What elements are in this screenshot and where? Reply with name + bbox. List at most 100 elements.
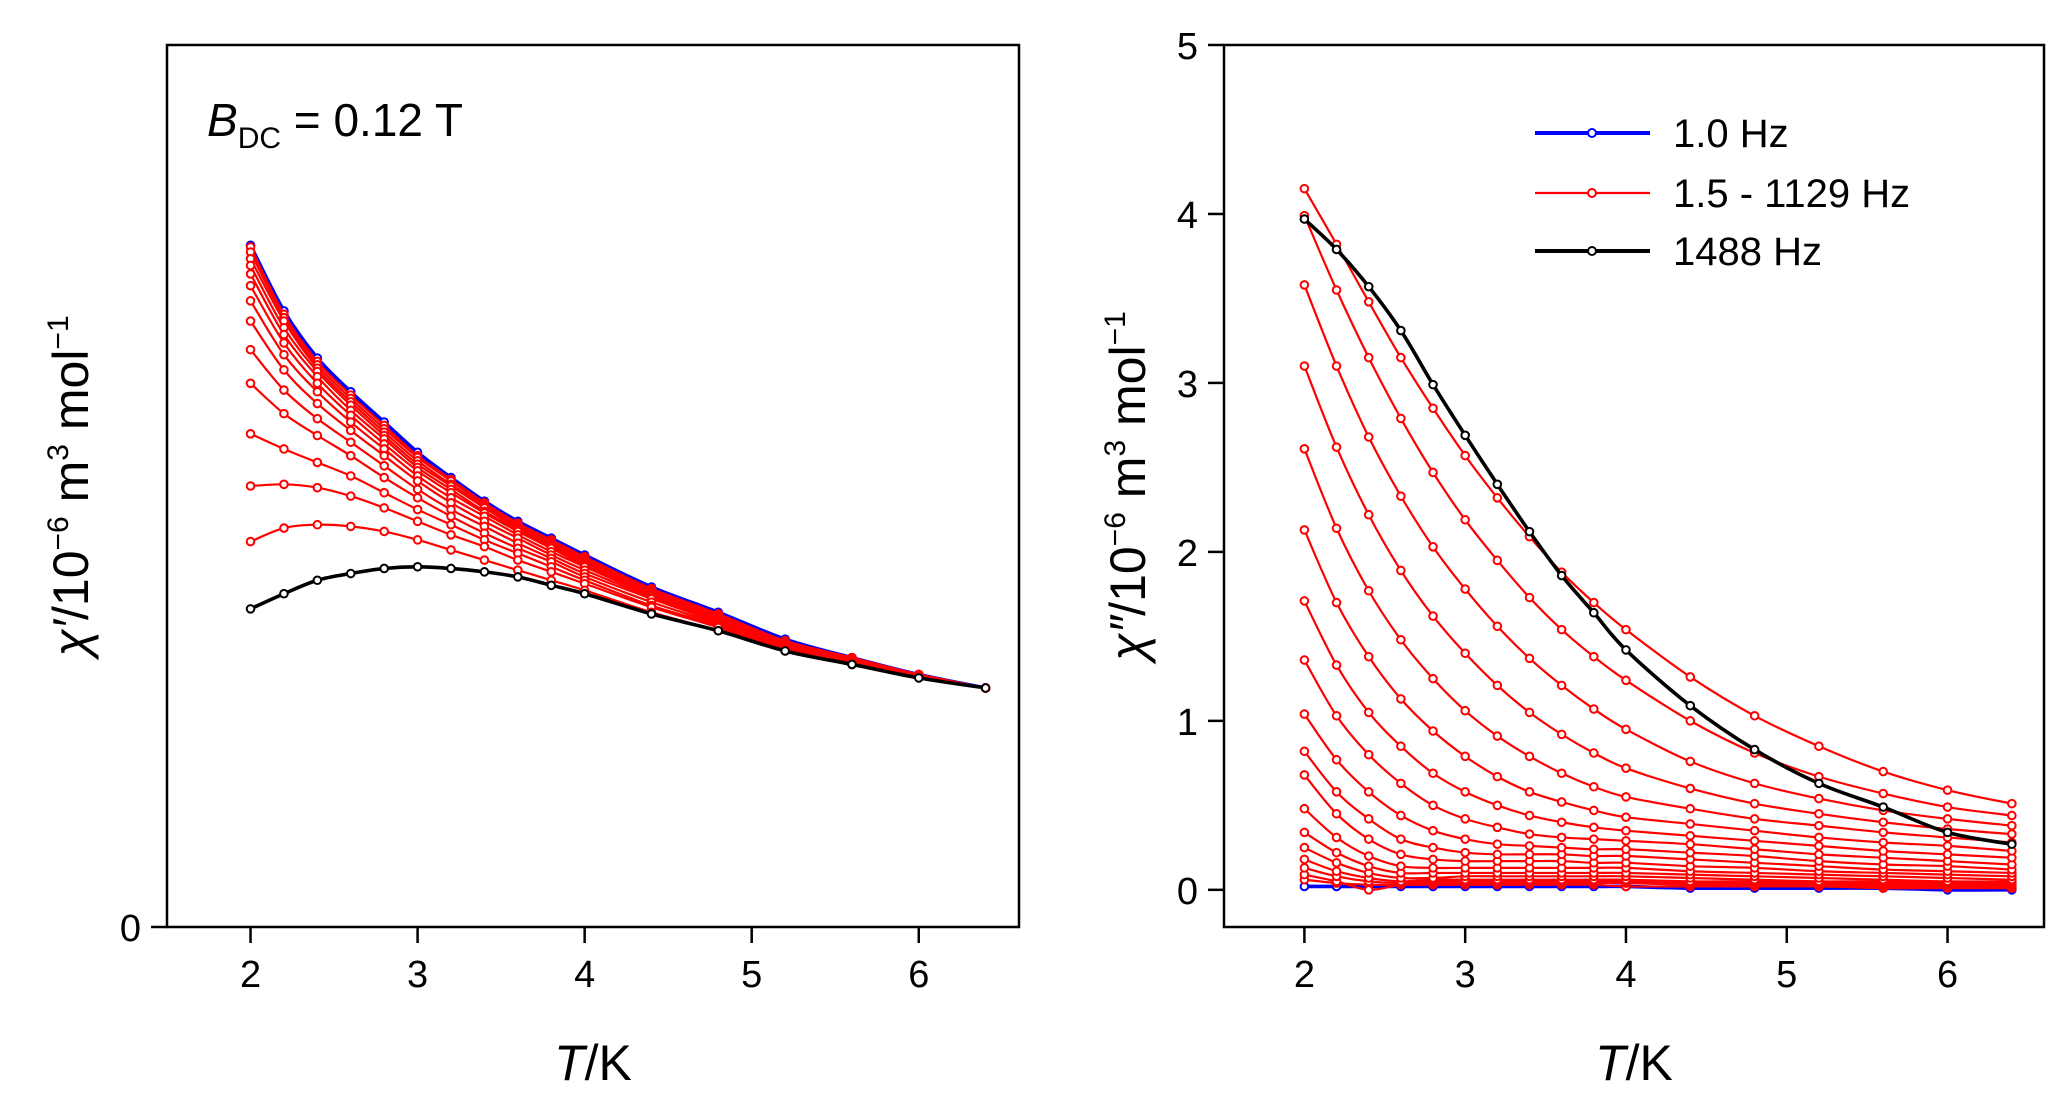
right-series-15-point-10	[1621, 763, 1631, 773]
right-series-line-11	[1303, 659, 2012, 866]
right-series-14-point-7	[1524, 751, 1535, 762]
right-series-18-point-12	[1749, 710, 1760, 721]
right-chart: 2 3 4 5 6 0 1 2 3 4 5 T/K χ″/10−6 m3 mol−1 1.0 Hz…	[1099, 26, 2046, 1091]
left-series-11-point-0	[245, 429, 256, 439]
right-series-8	[1299, 770, 2017, 882]
left-series-8	[245, 316, 991, 693]
left-series-line-2	[249, 251, 986, 690]
left-series-line-9	[249, 348, 986, 690]
left-series-8-point-5	[412, 476, 423, 486]
right-series-17-point-2	[1363, 352, 1374, 363]
right-series-17-point-1	[1331, 285, 1342, 295]
right-series-16-point-12	[1749, 778, 1760, 789]
left-series-10-point-0	[245, 378, 256, 389]
right-x-tick-label-3: 3	[1455, 954, 1476, 996]
right-series-12-point-9	[1589, 822, 1599, 833]
right-series-8-point-2	[1363, 834, 1374, 844]
left-series-10-point-4	[379, 472, 389, 483]
left-series-7-point-2	[312, 386, 323, 397]
right-series-13-point-8	[1556, 797, 1567, 807]
right-series-9-point-6	[1492, 849, 1503, 860]
right-series-line-14	[1303, 448, 2012, 844]
right-series-18-point-2	[1363, 297, 1374, 307]
right-series-line-6	[1303, 831, 2012, 883]
right-series-group	[1299, 183, 2017, 895]
right-series-10-point-11	[1685, 847, 1696, 858]
left-series-14-point-10	[579, 588, 590, 599]
left-series-13-point-5	[412, 535, 423, 545]
left-x-tick-label-2: 2	[240, 954, 261, 996]
left-series-14-point-7	[479, 567, 490, 577]
right-series-10-point-2	[1363, 787, 1374, 797]
right-x-tick-label-5: 5	[1776, 954, 1797, 996]
left-series-10-point-5	[412, 492, 423, 503]
right-series-19-point-1	[1331, 244, 1342, 255]
right-series-18-point-6	[1492, 493, 1503, 503]
right-series-19-point-7	[1524, 526, 1535, 537]
right-series-11-point-11	[1685, 839, 1696, 850]
right-series-16-point-4	[1428, 542, 1438, 552]
left-x-axis: 2 3 4 5 6	[240, 927, 929, 996]
right-series-7-point-4	[1428, 863, 1438, 873]
legend-label-1hz: 1.0 Hz	[1673, 112, 1789, 156]
right-y-tick-label-3: 3	[1177, 364, 1198, 406]
right-series-8-point-0	[1299, 770, 1310, 780]
right-series-9-point-4	[1428, 842, 1438, 853]
right-series-2-point-2	[1363, 885, 1374, 895]
right-series-9-point-5	[1460, 847, 1470, 858]
left-series-14-point-12	[713, 625, 724, 636]
right-series-16-point-2	[1363, 432, 1374, 442]
right-series-19-point-0	[1299, 214, 1310, 224]
right-series-4-point-1	[1331, 866, 1342, 877]
right-series-16-point-3	[1396, 491, 1406, 501]
left-series-14-point-5	[412, 561, 423, 572]
right-series-12-point-6	[1492, 800, 1503, 811]
left-series-2	[245, 247, 991, 693]
right-series-18-point-9	[1589, 597, 1599, 608]
left-series-14-point-2	[312, 575, 323, 586]
left-series-14-point-4	[379, 563, 389, 574]
right-series-18-point-4	[1428, 403, 1438, 414]
right-series-12-point-15	[1942, 849, 1953, 860]
right-x-axis: 2 3 4 5 6	[1294, 927, 1958, 996]
left-series-line-7	[249, 300, 986, 690]
right-series-3-point-0	[1299, 863, 1310, 873]
legend-marker-1488hz	[1587, 246, 1597, 256]
left-series-8-point-3	[345, 425, 356, 436]
right-x-axis-label: T/K	[1595, 1035, 1673, 1091]
right-series-18-point-3	[1396, 352, 1406, 363]
right-series-12-point-2	[1363, 707, 1374, 718]
right-series-17-point-4	[1428, 467, 1438, 478]
right-series-11-point-1	[1331, 710, 1342, 721]
right-series-10-point-4	[1428, 825, 1438, 836]
right-series-16-point-15	[1942, 814, 1953, 824]
left-series-9-point-3	[345, 437, 356, 448]
left-series-line-4	[249, 264, 986, 690]
right-x-tick-label-4: 4	[1615, 954, 1636, 996]
right-series-15-point-1	[1331, 442, 1342, 452]
right-series-16	[1299, 280, 2017, 831]
right-series-11-point-9	[1589, 834, 1599, 844]
right-series-15-point-5	[1460, 648, 1470, 659]
right-series-15-point-9	[1589, 748, 1599, 758]
left-series-13-point-0	[245, 536, 256, 547]
right-plot-frame	[1222, 43, 2046, 929]
left-y-axis: 0	[120, 908, 167, 950]
left-series-13-point-2	[312, 519, 323, 530]
right-series-13-point-10	[1621, 812, 1631, 822]
right-series-12-point-11	[1685, 830, 1696, 841]
right-series-14-point-1	[1331, 523, 1342, 534]
left-series-13-point-6	[446, 545, 456, 555]
left-series-14-point-1	[279, 588, 289, 599]
left-series-14-point-16	[980, 683, 991, 693]
left-series-14-point-13	[780, 646, 790, 656]
right-series-18-point-5	[1460, 450, 1470, 461]
left-series-6-point-1	[279, 338, 289, 348]
right-series-6-point-0	[1299, 827, 1310, 838]
left-series-14-point-0	[245, 604, 256, 614]
right-series-11-point-3	[1396, 778, 1406, 789]
right-series-13-point-3	[1396, 694, 1406, 704]
right-series-11-point-6	[1492, 822, 1503, 833]
right-series-13-point-13	[1814, 832, 1824, 843]
left-y-axis-label: χ′/10−6 m3 mol−1	[42, 315, 99, 660]
